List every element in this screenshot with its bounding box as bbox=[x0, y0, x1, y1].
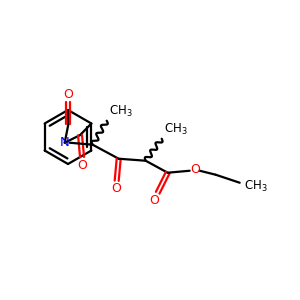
Text: O: O bbox=[77, 159, 87, 172]
Text: O: O bbox=[111, 182, 121, 195]
Text: CH$_3$: CH$_3$ bbox=[244, 179, 267, 194]
Text: CH$_3$: CH$_3$ bbox=[164, 122, 188, 137]
Text: O: O bbox=[190, 163, 200, 176]
Text: O: O bbox=[63, 88, 73, 101]
Text: O: O bbox=[149, 194, 159, 207]
Text: CH$_3$: CH$_3$ bbox=[109, 104, 132, 119]
Text: N: N bbox=[60, 136, 70, 149]
